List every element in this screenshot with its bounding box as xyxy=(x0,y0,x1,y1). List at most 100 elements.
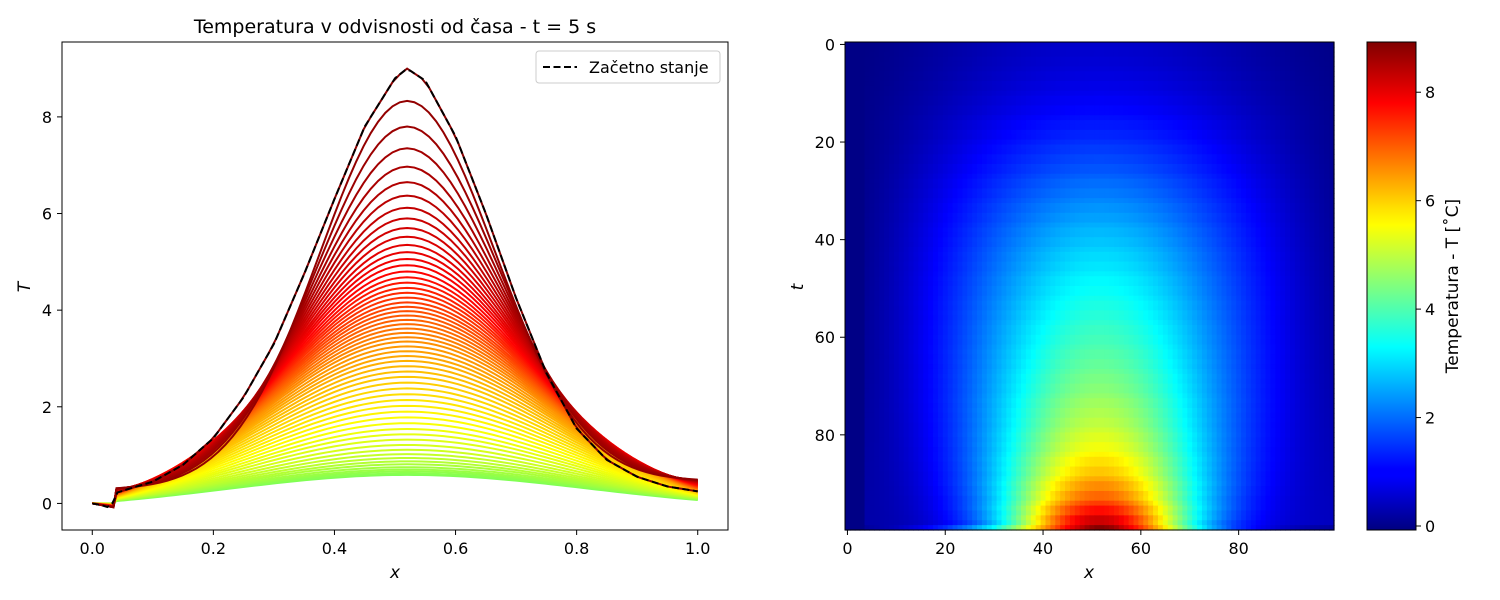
heatmap-cell xyxy=(1187,242,1193,248)
heatmap-cell xyxy=(1138,173,1144,180)
heatmap-cell xyxy=(977,237,983,243)
heatmap-cell xyxy=(1021,242,1027,248)
heatmap-cell xyxy=(957,203,963,209)
heatmap-cell xyxy=(913,232,919,238)
heatmap-cell xyxy=(967,105,973,111)
heatmap-cell xyxy=(864,149,871,155)
heatmap-cell xyxy=(933,183,939,189)
heatmap-cell xyxy=(937,76,944,82)
heatmap-cell xyxy=(1104,134,1110,141)
heatmap-cell xyxy=(1187,188,1193,194)
heatmap-cell xyxy=(928,105,934,111)
heatmap-cell xyxy=(1221,154,1228,160)
heatmap-cell xyxy=(1299,256,1306,263)
heatmap-cell xyxy=(1050,120,1056,126)
heatmap-cell xyxy=(1153,271,1159,277)
heatmap-cell xyxy=(874,90,880,97)
heatmap-cell xyxy=(1226,149,1232,155)
heatmap-cell xyxy=(947,129,954,136)
heatmap-cell xyxy=(937,203,944,209)
heatmap-cell xyxy=(1245,217,1252,224)
heatmap-cell xyxy=(1250,242,1257,248)
heatmap-cell xyxy=(1285,81,1291,87)
heatmap-cell xyxy=(1035,242,1042,248)
heatmap-cell xyxy=(1216,81,1223,87)
heatmap-cell xyxy=(967,256,973,263)
heatmap-cell xyxy=(1001,188,1007,194)
heatmap-cell xyxy=(1128,173,1135,180)
heatmap-cell xyxy=(937,139,944,146)
heatmap-cell xyxy=(986,149,993,155)
heatmap-cell xyxy=(1172,251,1179,258)
heatmap-cell xyxy=(996,95,1003,102)
heatmap-cell xyxy=(1143,149,1149,155)
heatmap-cell xyxy=(967,154,973,160)
heatmap-cell xyxy=(1094,178,1100,185)
heatmap-cell xyxy=(1089,183,1095,189)
heatmap-cell xyxy=(996,110,1003,116)
initial-state-series xyxy=(92,69,698,509)
heatmap-cell xyxy=(977,276,983,282)
heatmap-cell xyxy=(1025,271,1032,277)
heatmap-cell xyxy=(1187,251,1193,258)
heatmap-cell xyxy=(1133,246,1139,253)
heatmap-cell xyxy=(1314,276,1320,282)
heatmap-cell xyxy=(1030,246,1037,253)
heatmap-cell xyxy=(1314,115,1320,121)
heatmap-cell xyxy=(1084,193,1091,199)
heatmap-cell xyxy=(1299,222,1306,229)
heatmap-cell xyxy=(1162,76,1169,82)
heatmap-cell xyxy=(1123,61,1130,67)
heatmap-cell xyxy=(1045,81,1051,87)
heatmap-cell xyxy=(1211,46,1218,53)
heatmap-cell xyxy=(1221,129,1228,136)
heatmap-cell xyxy=(1177,207,1184,214)
heatmap-cell xyxy=(1236,266,1242,272)
heatmap-cell xyxy=(1074,266,1081,272)
heatmap-cell xyxy=(1157,66,1164,72)
heatmap-cell xyxy=(1319,66,1325,72)
heatmap-cell xyxy=(884,207,890,214)
heatmap-cell xyxy=(1133,227,1139,233)
heatmap-cell xyxy=(947,232,954,238)
heatmap-cell xyxy=(1201,56,1208,63)
heatmap-cell xyxy=(1226,85,1232,92)
heatmap-cell xyxy=(942,120,949,126)
heatmap-cell xyxy=(1065,188,1071,194)
heatmap-cell xyxy=(1084,164,1091,170)
heatmap-cell xyxy=(977,246,983,253)
heatmap-cell xyxy=(1285,149,1291,155)
heatmap-cell xyxy=(859,129,866,136)
heatmap-cell xyxy=(1260,251,1267,258)
heatmap-cell xyxy=(1289,246,1296,253)
heatmap-cell xyxy=(1143,251,1149,258)
heatmap-cell xyxy=(942,139,949,146)
heatmap-cell xyxy=(869,129,875,136)
heatmap-cell xyxy=(893,271,900,277)
heatmap-cell xyxy=(1167,124,1174,131)
heatmap-cell xyxy=(1123,124,1130,131)
heatmap-cell xyxy=(991,66,998,72)
heatmap-cell xyxy=(1079,124,1086,131)
heatmap-cell xyxy=(1099,71,1105,77)
heatmap-cell xyxy=(1001,66,1007,72)
heatmap-cell xyxy=(1275,81,1281,87)
heatmap-cell xyxy=(1084,246,1091,253)
heatmap-cell xyxy=(879,61,885,67)
heatmap-cell xyxy=(1192,61,1198,67)
heatmap-cell xyxy=(991,203,998,209)
heatmap-cell xyxy=(1206,66,1213,72)
heatmap-cell xyxy=(1226,168,1232,175)
heatmap-cell xyxy=(864,105,871,111)
heatmap-cell xyxy=(854,81,861,87)
heatmap-cell xyxy=(1021,124,1027,131)
heatmap-cell xyxy=(1084,276,1091,282)
heatmap-cell xyxy=(1280,71,1286,77)
heatmap-cell xyxy=(1280,232,1286,238)
heatmap-cell xyxy=(1324,46,1330,53)
heatmap-cell xyxy=(1289,115,1296,121)
heatmap-cell xyxy=(942,154,949,160)
heatmap-cell xyxy=(1109,237,1115,243)
heatmap-cell xyxy=(937,144,944,150)
heatmap-cell xyxy=(923,222,929,229)
